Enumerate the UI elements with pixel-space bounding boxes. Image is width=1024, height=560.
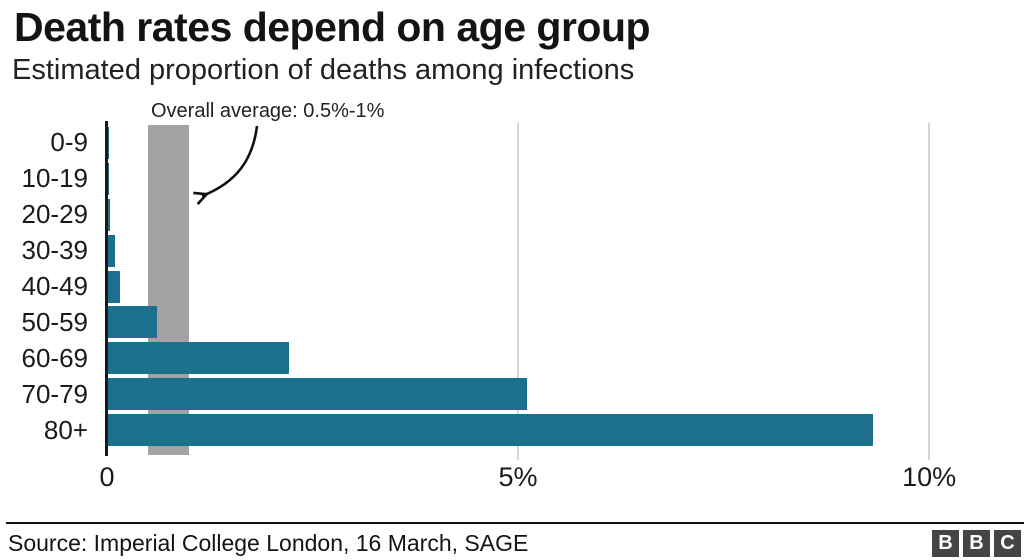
- x-tick-label: 0: [99, 462, 115, 492]
- y-axis-label: 30-39: [21, 235, 89, 266]
- y-axis-label: 10-19: [21, 163, 89, 194]
- y-axis-label: 20-29: [21, 199, 89, 230]
- footer-divider: [6, 522, 1024, 524]
- y-axis-label: 50-59: [21, 306, 89, 337]
- bar: [108, 342, 289, 375]
- x-tick-label: 10%: [902, 462, 957, 492]
- bbc-logo-letter: C: [994, 530, 1021, 557]
- bbc-logo-letter: B: [932, 530, 959, 557]
- bbc-logo-letter: B: [963, 530, 990, 557]
- y-axis-label: 0-9: [50, 127, 88, 158]
- bar: [108, 306, 158, 339]
- x-tick-label: 5%: [498, 462, 538, 492]
- annotation-label: Overall average: 0.5%-1%: [151, 100, 385, 122]
- chart-title: Death rates depend on age group: [14, 4, 651, 50]
- chart-subtitle: Estimated proportion of deaths among inf…: [12, 54, 635, 86]
- y-axis-label: 60-69: [21, 342, 89, 373]
- gridline: [928, 123, 931, 460]
- bar: [108, 414, 873, 447]
- bar: [108, 234, 115, 267]
- y-axis-label: 70-79: [21, 378, 89, 409]
- y-axis-line: [105, 121, 108, 456]
- y-axis-label: 80+: [43, 414, 88, 445]
- gridline: [517, 123, 520, 460]
- source-text: Source: Imperial College London, 16 Marc…: [8, 530, 529, 556]
- bar: [108, 270, 121, 303]
- bar: [108, 378, 528, 411]
- bar: [108, 198, 111, 231]
- y-axis-label: 40-49: [21, 271, 89, 302]
